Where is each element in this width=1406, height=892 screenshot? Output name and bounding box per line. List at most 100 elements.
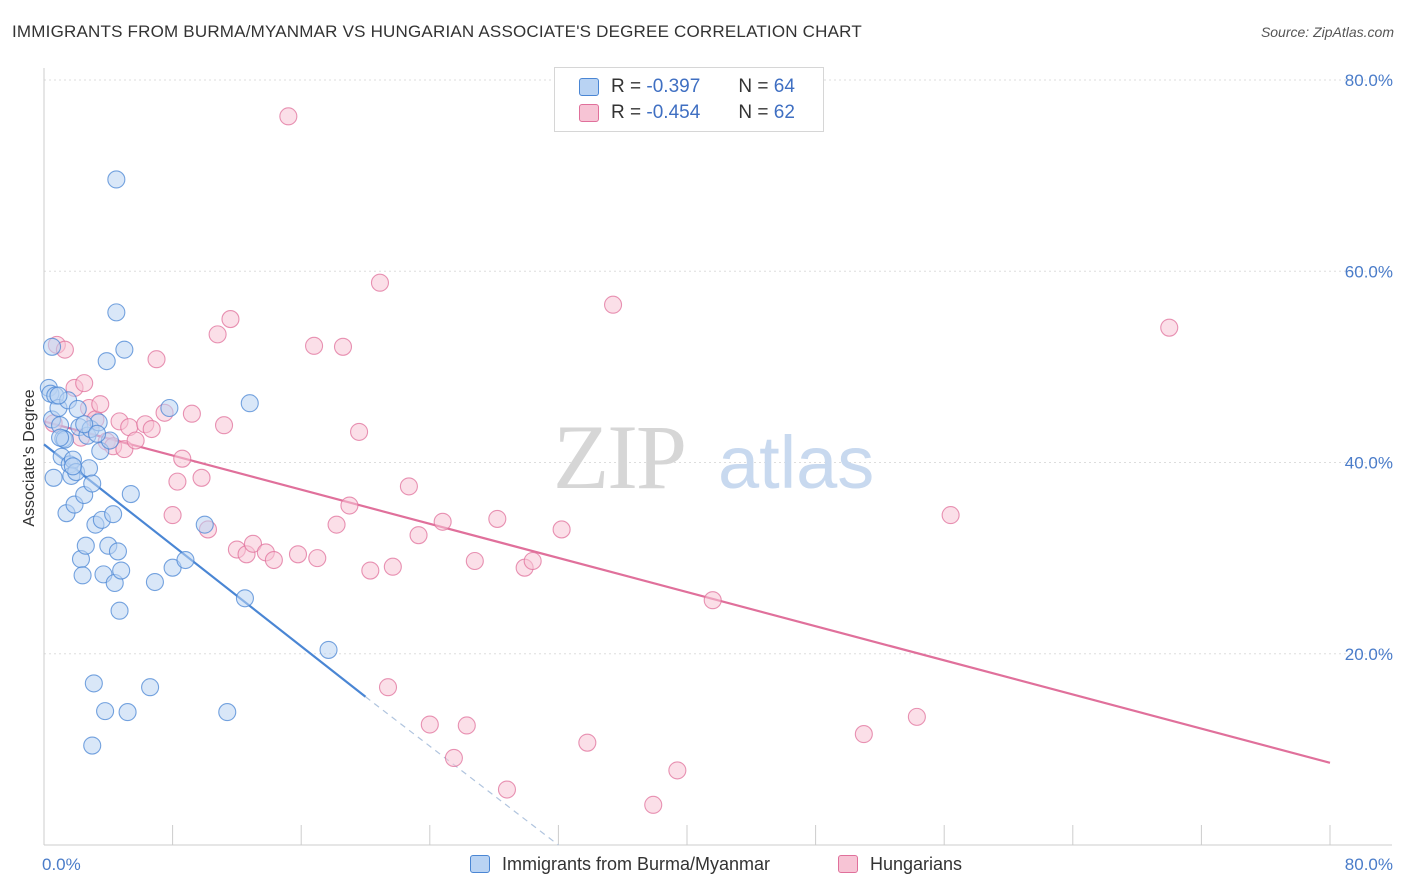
hungarian-point (907, 707, 926, 726)
legend-n-label: N = (738, 102, 769, 123)
hungarian-point (264, 550, 283, 570)
series-legend-hungarians-label: Hungarians (870, 853, 963, 874)
legend-n-label: N = (738, 76, 769, 97)
trend-lines (43, 420, 1331, 846)
burma-point (63, 457, 82, 476)
burma-point (107, 303, 126, 322)
hungarian-point (703, 591, 722, 610)
watermark-atlas: atlas (718, 421, 874, 504)
legend-row-hungarians: R = -0.454 N = 62 (579, 100, 795, 126)
x-tick-label: 0.0% (42, 855, 81, 874)
legend-r-value: -0.397 (646, 76, 701, 97)
hungarian-point (147, 350, 166, 369)
burma-point (75, 415, 94, 434)
hungarian-point (552, 520, 571, 539)
y-tick-label: 20.0% (1345, 645, 1393, 664)
correlation-legend: R = -0.397 N = 64 R = -0.454 N = 62 (554, 67, 824, 132)
burma-point (195, 515, 214, 534)
hungarian-point (668, 761, 687, 780)
burma-point (104, 505, 123, 524)
legend-swatch-pink (579, 104, 599, 122)
hungarian-point (420, 715, 439, 734)
hungarian-point (361, 561, 380, 580)
hungarian-point (327, 515, 346, 534)
burma-point (115, 340, 134, 359)
hungarian-point (465, 551, 484, 571)
burma-point (240, 394, 259, 413)
y-tick-label: 40.0% (1345, 454, 1393, 473)
hungarian-point (142, 419, 161, 439)
hungarian-point (1160, 318, 1179, 337)
y-axis-label: Associate's Degree (21, 389, 38, 526)
burma-point (218, 703, 237, 722)
source-label: Source: ZipAtlas.com (1260, 24, 1394, 40)
burma-point (97, 352, 116, 371)
burma-point (76, 536, 95, 555)
legend-r-label: R = (611, 102, 642, 123)
hungarian-trend-line (43, 420, 1331, 764)
hungarian-point (340, 496, 359, 515)
hungarian-point (333, 337, 353, 356)
burma-point (141, 678, 160, 697)
hungarian-point (457, 716, 476, 735)
burma-point (160, 398, 179, 418)
series-swatch-pink (838, 855, 858, 873)
data-points (39, 107, 1179, 814)
hungarian-point (433, 512, 452, 531)
hungarian-point (75, 374, 94, 393)
burma-point (319, 640, 338, 659)
burma-point (83, 736, 102, 755)
hungarian-point (399, 477, 418, 496)
watermark: ZIP atlas (553, 406, 874, 508)
burma-point (112, 561, 131, 580)
burma-point (68, 399, 87, 419)
hungarian-point (208, 325, 227, 344)
hungarian-point (182, 404, 201, 423)
burma-point (42, 337, 62, 356)
hungarian-point (488, 509, 507, 528)
x-tick-label: 80.0% (1345, 855, 1393, 874)
burma-point (96, 702, 115, 721)
series-legend-burma-label: Immigrants from Burma/Myanmar (502, 853, 771, 874)
legend-n-value: 62 (773, 102, 795, 123)
hungarian-point (444, 748, 463, 768)
tick-labels: 20.0% 40.0% 60.0% 80.0% 0.0% 80.0% (42, 71, 1393, 874)
hungarian-point (173, 449, 192, 468)
hungarian-point (370, 273, 390, 292)
axes (43, 68, 1392, 846)
burma-point (83, 474, 102, 493)
series-legend-burma: Immigrants from Burma/Myanmar (470, 852, 770, 876)
hungarian-point (523, 551, 542, 571)
hungarian-point (308, 549, 327, 568)
legend-r-value: -0.454 (646, 102, 701, 123)
gridlines (44, 79, 1392, 655)
hungarian-point (409, 526, 428, 545)
burma-point (73, 566, 92, 585)
hungarian-point (578, 733, 597, 752)
legend-swatch-blue (579, 78, 599, 96)
burma-point (84, 674, 103, 693)
burma-point (87, 424, 107, 443)
series-swatch-blue (470, 855, 490, 873)
hungarian-point (305, 336, 324, 355)
hungarian-point (378, 678, 398, 697)
hungarian-point (497, 780, 517, 799)
burma-point (49, 386, 68, 405)
hungarian-point (221, 310, 240, 329)
burma-point (118, 703, 137, 722)
burma-point (79, 459, 99, 478)
burma-point (121, 485, 140, 504)
hungarian-point (163, 506, 182, 525)
burma-point (145, 572, 164, 592)
hungarian-point (288, 545, 308, 564)
burma-trend-extension (365, 696, 559, 846)
hungarian-point (644, 795, 663, 814)
hungarian-point (383, 557, 402, 576)
chart-title: IMMIGRANTS FROM BURMA/MYANMAR VS HUNGARI… (12, 22, 862, 41)
y-tick-label: 60.0% (1345, 262, 1393, 281)
hungarian-point (192, 468, 211, 487)
y-tick-label: 80.0% (1345, 71, 1393, 90)
hungarian-point (941, 506, 960, 525)
legend-r-label: R = (611, 76, 642, 97)
hungarian-point (854, 725, 873, 744)
